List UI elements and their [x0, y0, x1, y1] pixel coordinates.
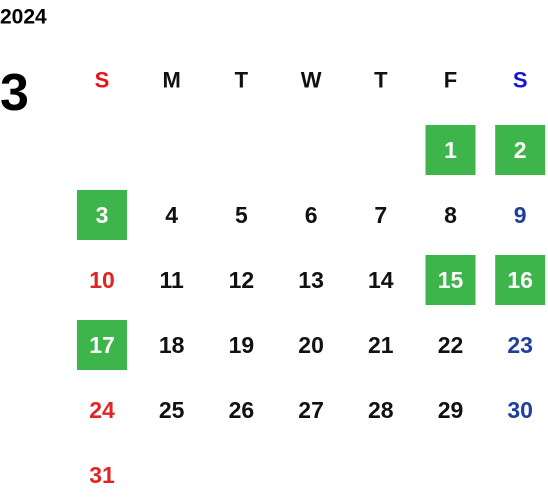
day: 12	[229, 267, 255, 293]
weekday-header: S	[513, 68, 528, 93]
weekday-header: S	[95, 68, 110, 93]
day: 24	[89, 397, 115, 423]
month: 3	[0, 64, 29, 122]
highlight-box	[495, 125, 546, 175]
day: 26	[229, 397, 255, 423]
weekday-header: T	[374, 68, 388, 93]
day: 9	[514, 202, 527, 228]
weekday-header: F	[444, 68, 457, 93]
day: 8	[444, 202, 457, 228]
day: 13	[298, 267, 324, 293]
highlight-box	[425, 255, 476, 305]
day: 31	[89, 462, 115, 488]
day: 20	[298, 332, 324, 358]
year: 2024	[0, 6, 47, 29]
day: 22	[438, 332, 464, 358]
weekday-header: W	[301, 68, 322, 93]
day: 3	[96, 202, 109, 228]
day: 10	[89, 267, 115, 293]
day: 14	[368, 267, 394, 293]
day: 11	[160, 267, 185, 293]
day: 1	[444, 137, 457, 163]
day: 7	[374, 202, 387, 228]
weekday-header: T	[235, 68, 249, 93]
highlight-box	[425, 125, 476, 175]
day: 15	[438, 267, 464, 293]
day: 6	[305, 202, 318, 228]
day: 29	[438, 397, 464, 423]
day: 4	[165, 202, 178, 228]
day: 19	[229, 332, 255, 358]
highlight-box	[495, 255, 546, 305]
weekday-header: M	[163, 68, 181, 93]
highlight-box	[77, 320, 127, 370]
day: 21	[368, 332, 394, 358]
day: 27	[298, 397, 324, 423]
day: 5	[235, 202, 248, 228]
day: 2	[514, 137, 527, 163]
day: 17	[89, 332, 115, 358]
day: 25	[159, 397, 185, 423]
day: 28	[368, 397, 394, 423]
day: 23	[507, 332, 533, 358]
highlight-box	[77, 190, 127, 240]
day: 18	[159, 332, 185, 358]
day: 16	[507, 267, 533, 293]
day: 30	[507, 397, 533, 423]
